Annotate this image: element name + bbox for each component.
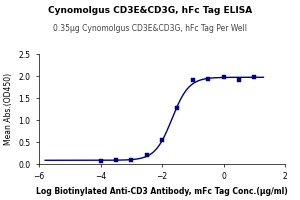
Y-axis label: Mean Abs.(OD450): Mean Abs.(OD450) — [4, 73, 13, 145]
Text: 0.35μg Cynomolgus CD3E&CD3G, hFc Tag Per Well: 0.35μg Cynomolgus CD3E&CD3G, hFc Tag Per… — [53, 24, 247, 33]
Text: Cynomolgus CD3E&CD3G, hFc Tag ELISA: Cynomolgus CD3E&CD3G, hFc Tag ELISA — [48, 6, 252, 15]
X-axis label: Log Biotinylated Anti-CD3 Antibody, mFc Tag Conc.(μg/ml): Log Biotinylated Anti-CD3 Antibody, mFc … — [36, 187, 288, 196]
